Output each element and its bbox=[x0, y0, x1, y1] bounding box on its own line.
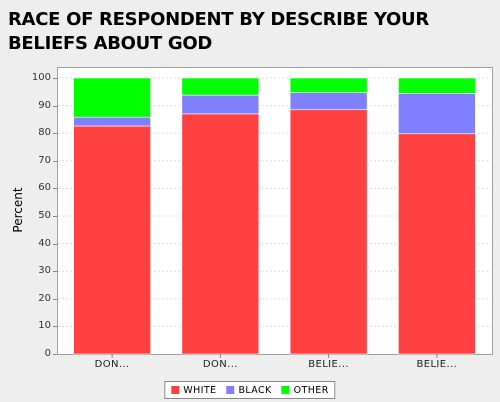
y-tick-mark bbox=[53, 78, 57, 79]
y-tick-mark bbox=[53, 298, 57, 300]
legend-item-white: WHITE bbox=[171, 385, 216, 396]
bar-segment-white bbox=[289, 109, 368, 355]
y-tick-label: 100 bbox=[31, 72, 51, 83]
bar-segment-other bbox=[289, 77, 368, 93]
bar-segment-black bbox=[73, 116, 151, 127]
x-tick-label: BELIE... bbox=[416, 359, 458, 370]
y-tick-mark bbox=[53, 188, 57, 190]
y-tick-label: 0 bbox=[44, 348, 51, 359]
y-tick-label: 70 bbox=[38, 154, 51, 166]
legend-swatch bbox=[226, 386, 235, 394]
y-tick-label: 30 bbox=[38, 265, 51, 277]
bar-segment-white bbox=[181, 113, 260, 355]
legend-item-other: OTHER bbox=[281, 384, 329, 396]
bar-segment-other bbox=[398, 77, 476, 94]
legend-label: WHITE bbox=[183, 384, 217, 396]
legend-item-black: BLACK bbox=[226, 385, 271, 396]
y-tick-mark bbox=[53, 216, 57, 217]
y-tick-label: 40 bbox=[38, 237, 51, 249]
legend-label: OTHER bbox=[293, 384, 329, 396]
y-tick-mark bbox=[53, 354, 57, 355]
chart-title: RACE OF RESPONDENT BY DESCRIBE YOUR BELI… bbox=[8, 9, 429, 54]
y-tick-label: 20 bbox=[38, 292, 51, 304]
y-tick-label: 10 bbox=[38, 320, 51, 332]
legend-swatch bbox=[281, 386, 290, 394]
bar-segment-other bbox=[181, 77, 260, 96]
bar-segment-black bbox=[398, 93, 476, 135]
y-tick-mark bbox=[53, 271, 57, 273]
x-tick-label: DON... bbox=[94, 359, 130, 370]
bar-segment-white bbox=[73, 125, 151, 355]
y-tick-mark bbox=[53, 243, 57, 245]
y-tick-mark bbox=[53, 105, 57, 107]
legend-label: BLACK bbox=[238, 384, 272, 396]
legend: WHITE BLACK OTHER bbox=[164, 381, 336, 399]
y-tick-label: 90 bbox=[38, 99, 51, 111]
bar-segment-white bbox=[398, 133, 476, 355]
y-tick-label: 80 bbox=[38, 127, 51, 139]
bar-segment-black bbox=[289, 92, 368, 111]
legend-swatch bbox=[171, 386, 180, 394]
y-tick-label: 60 bbox=[38, 182, 51, 194]
y-tick-mark bbox=[53, 326, 57, 328]
y-tick-mark bbox=[53, 133, 57, 135]
y-tick-mark bbox=[53, 160, 57, 162]
bar-segment-black bbox=[181, 94, 260, 115]
x-tick-label: BELIE... bbox=[308, 359, 349, 370]
x-tick-label: DON... bbox=[202, 359, 238, 370]
y-tick-label: 50 bbox=[38, 210, 51, 221]
bar-segment-other bbox=[73, 77, 151, 118]
